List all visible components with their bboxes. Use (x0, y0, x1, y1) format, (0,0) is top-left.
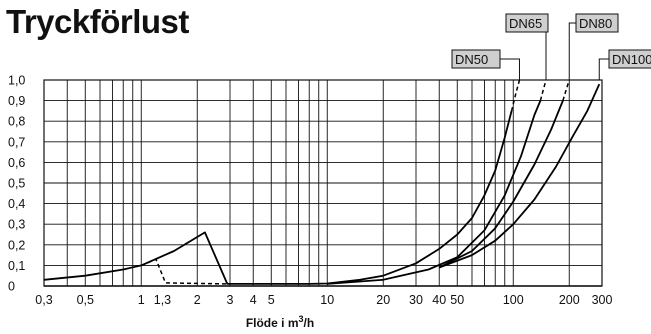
y-tick-label: 0,8 (8, 115, 25, 129)
chart-title: Tryckförlust (6, 3, 189, 40)
series-line-dn65 (327, 100, 542, 285)
legend-text: DN50 (455, 52, 488, 67)
series-line-dn80 (438, 100, 564, 269)
y-tick-label: 0,9 (8, 94, 25, 108)
series-line-dn100 (438, 83, 601, 269)
x-tick-label: 0,5 (77, 293, 94, 307)
x-tick-label: 1,3 (154, 293, 171, 307)
x-tick-label: 200 (559, 293, 580, 307)
x-tick-label: 1 (138, 293, 145, 307)
x-tick-label: 20 (376, 293, 390, 307)
legend-box (505, 13, 549, 33)
legend-text: DN80 (579, 16, 612, 31)
y-tick-label: 0,4 (8, 197, 25, 211)
x-tick-label: 2 (194, 293, 201, 307)
legend-text: DN65 (509, 16, 542, 31)
x-tick-label: 30 (409, 293, 423, 307)
legend-text: DN100 (612, 52, 651, 67)
y-tick-label: 0 (8, 280, 15, 294)
x-tick-label: 300 (592, 293, 613, 307)
y-tick-label: 0,6 (8, 156, 25, 170)
y-tick-label: 1,0 (8, 74, 25, 88)
x-tick-label: 0,3 (35, 293, 52, 307)
legend: DN65 DN80 DN50 DN100 (451, 13, 651, 80)
series-line-dn50 (510, 79, 521, 112)
x-tick-label: 100 (503, 293, 524, 307)
legend-label-dn65: DN65 (505, 13, 549, 80)
legend-label-dn80: DN80 (568, 13, 619, 80)
tick-labels: 0,3 0,5 1 1,3 2 3 4 5 10 20 30 40 50 100 200 300 0 0,1 0,2… (8, 74, 612, 308)
plot-frame (43, 79, 603, 287)
x-tick-label: 40 (432, 293, 446, 307)
series-line-dn50 (141, 258, 228, 285)
x-tick-label: 10 (320, 293, 334, 307)
legend-leader (568, 22, 576, 80)
y-tick-label: 0,5 (8, 177, 25, 191)
y-tick-label: 0,2 (8, 238, 25, 252)
series-line-dn50 (43, 110, 513, 285)
x-tick-label: 50 (450, 293, 464, 307)
x-tick-label: 3 (227, 293, 234, 307)
series-line-dn65 (539, 79, 547, 101)
y-tick-label: 0,3 (8, 218, 25, 232)
x-tick-label: 5 (268, 293, 275, 307)
legend-leader (598, 58, 609, 80)
grid (43, 79, 603, 287)
y-tick-label: 0,7 (8, 135, 25, 149)
legend-label-dn100: DN100 (598, 49, 651, 80)
x-tick-label: 4 (250, 293, 257, 307)
series-line-dn80 (562, 79, 570, 101)
x-axis-label: Flöde i m3/h (246, 314, 314, 330)
legend-label-dn50: DN50 (451, 49, 520, 80)
y-tick-label: 0,1 (8, 259, 25, 273)
legend-leader (500, 58, 520, 80)
curves (43, 79, 601, 285)
